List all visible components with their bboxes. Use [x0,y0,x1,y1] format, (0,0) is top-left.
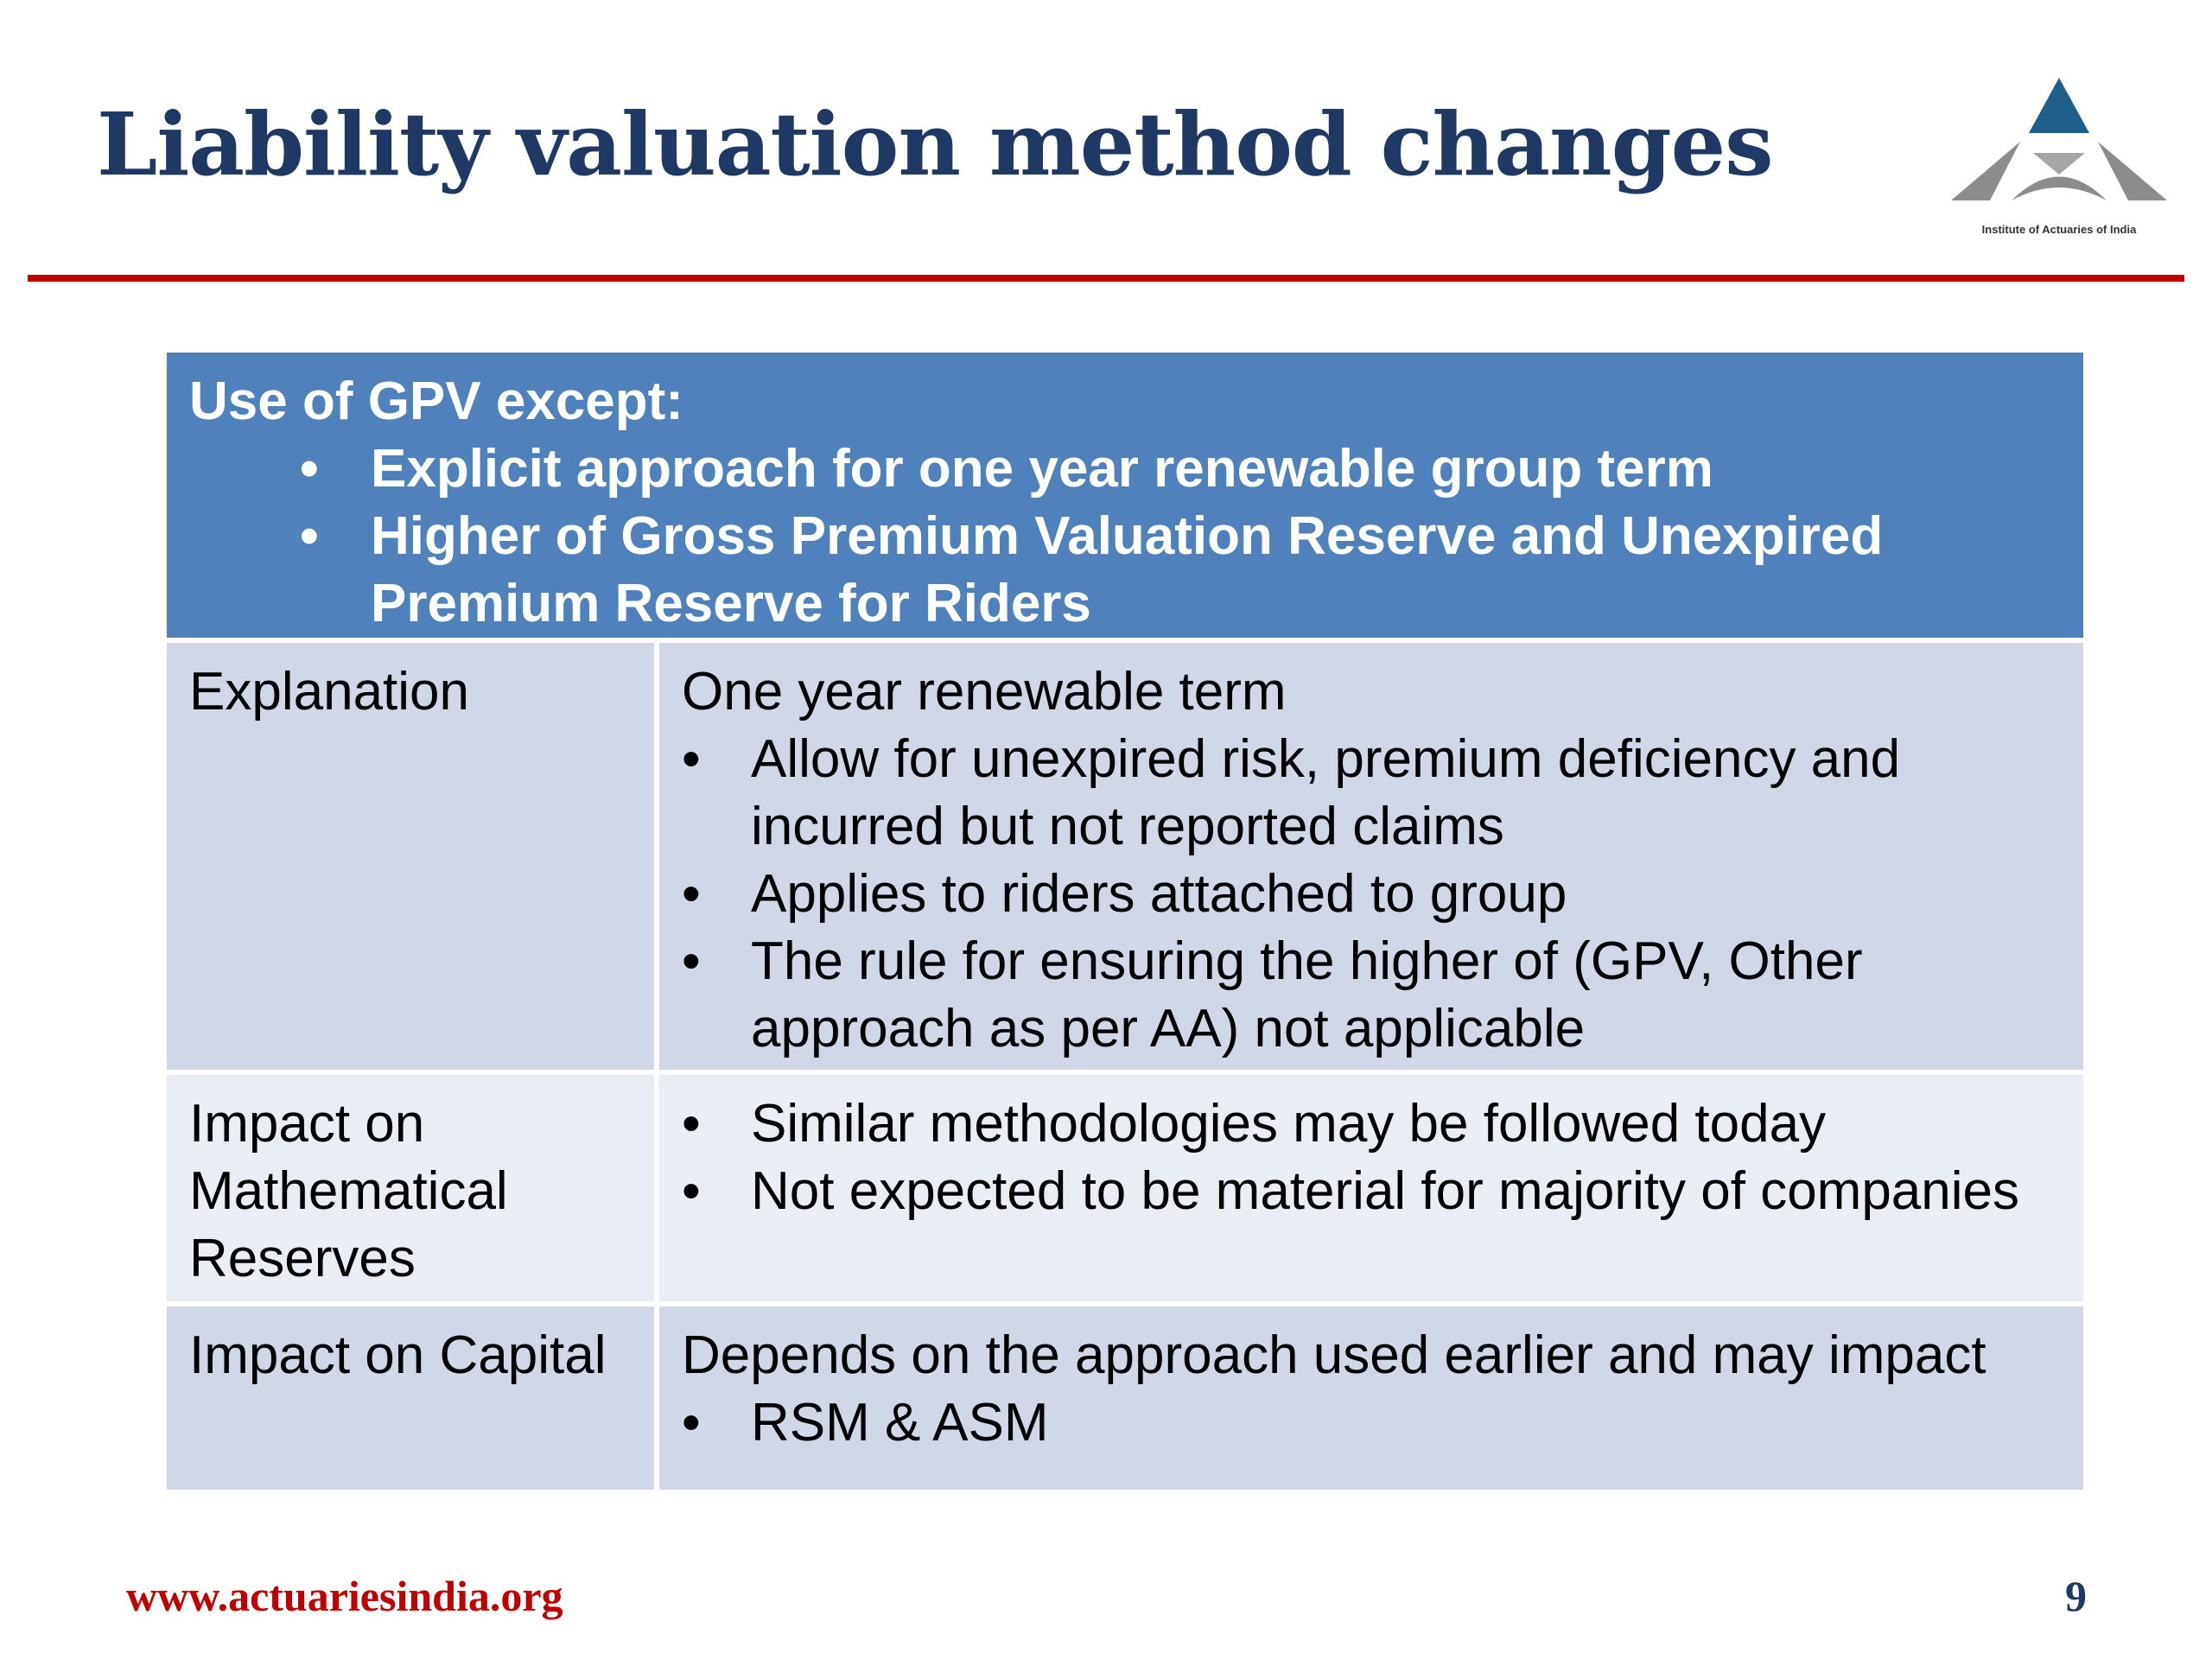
content-table: Use of GPV except: • Explicit approach fo… [167,353,2083,1490]
list-item-text: Similar methodologies may be followed to… [751,1094,1827,1154]
bullet-icon: • [682,1393,701,1452]
list-item-text: Applies to riders attached to group [751,864,1567,924]
table-row: Impact on Mathematical Reserves • Similar… [167,1070,2083,1301]
row-intro: Depends on the approach used earlier and… [682,1325,1986,1385]
header-bullet-text: Explicit approach for one year renewable… [371,439,1713,499]
header-heading: Use of GPV except: [189,372,683,431]
list-item: • RSM & ASM [682,1389,2061,1457]
list-item-text: The rule for ensuring the higher of (GPV… [751,931,1863,1058]
list-item-text: Allow for unexpired risk, premium defici… [751,729,1901,856]
bullet-icon: • [682,931,701,991]
table-row: Impact on Capital Depends on the approac… [167,1301,2083,1490]
page-number: 9 [2065,1572,2087,1620]
header-bullet: • Explicit approach for one year renewabl… [189,435,2061,503]
bullet-icon: • [300,439,319,499]
row-label: Impact on Mathematical Reserves [167,1075,659,1301]
row-body: One year renewable term • Allow for unexp… [659,643,2083,1070]
row-label: Explanation [167,643,659,1070]
row-bullet-list: • Allow for unexpired risk, premium defic… [682,726,2061,1063]
bullet-icon: • [682,1094,701,1154]
header-bullet-text: Higher of Gross Premium Valuation Reserv… [371,506,1884,633]
list-item-text: RSM & ASM [751,1393,1049,1452]
footer-website-link[interactable]: www.actuariesindia.org [126,1572,563,1620]
header-bullet: • Higher of Gross Premium Valuation Reser… [189,503,2061,638]
slide-title: Liability valuation method changes [97,93,1774,195]
table-header: Use of GPV except: • Explicit approach fo… [167,353,2083,638]
title-divider [28,275,2184,282]
row-bullet-list: • Similar methodologies may be followed t… [682,1090,2061,1225]
bullet-icon: • [682,1161,701,1221]
list-item: • Allow for unexpired risk, premium defic… [682,726,2061,861]
table-row: Explanation One year renewable term • All… [167,638,2083,1070]
bullet-icon: • [300,506,319,566]
row-body: • Similar methodologies may be followed t… [659,1075,2083,1301]
list-item: • Applies to riders attached to group [682,861,2061,928]
row-body: Depends on the approach used earlier and… [659,1306,2083,1490]
list-item: • The rule for ensuring the higher of (GP… [682,928,2061,1063]
row-label: Impact on Capital [167,1306,659,1490]
list-item-text: Not expected to be material for majority… [751,1161,2020,1221]
bullet-icon: • [682,864,701,924]
logo-caption: Institute of Actuaries of India [1981,223,2137,236]
bullet-icon: • [682,729,701,789]
list-item: • Similar methodologies may be followed t… [682,1090,2061,1158]
row-bullet-list: • RSM & ASM [682,1389,2061,1457]
list-item: • Not expected to be material for majorit… [682,1158,2061,1225]
header-bullet-list: • Explicit approach for one year renewabl… [189,435,2061,638]
institute-logo-icon [1951,78,2167,200]
row-intro: One year renewable term [682,662,1287,721]
